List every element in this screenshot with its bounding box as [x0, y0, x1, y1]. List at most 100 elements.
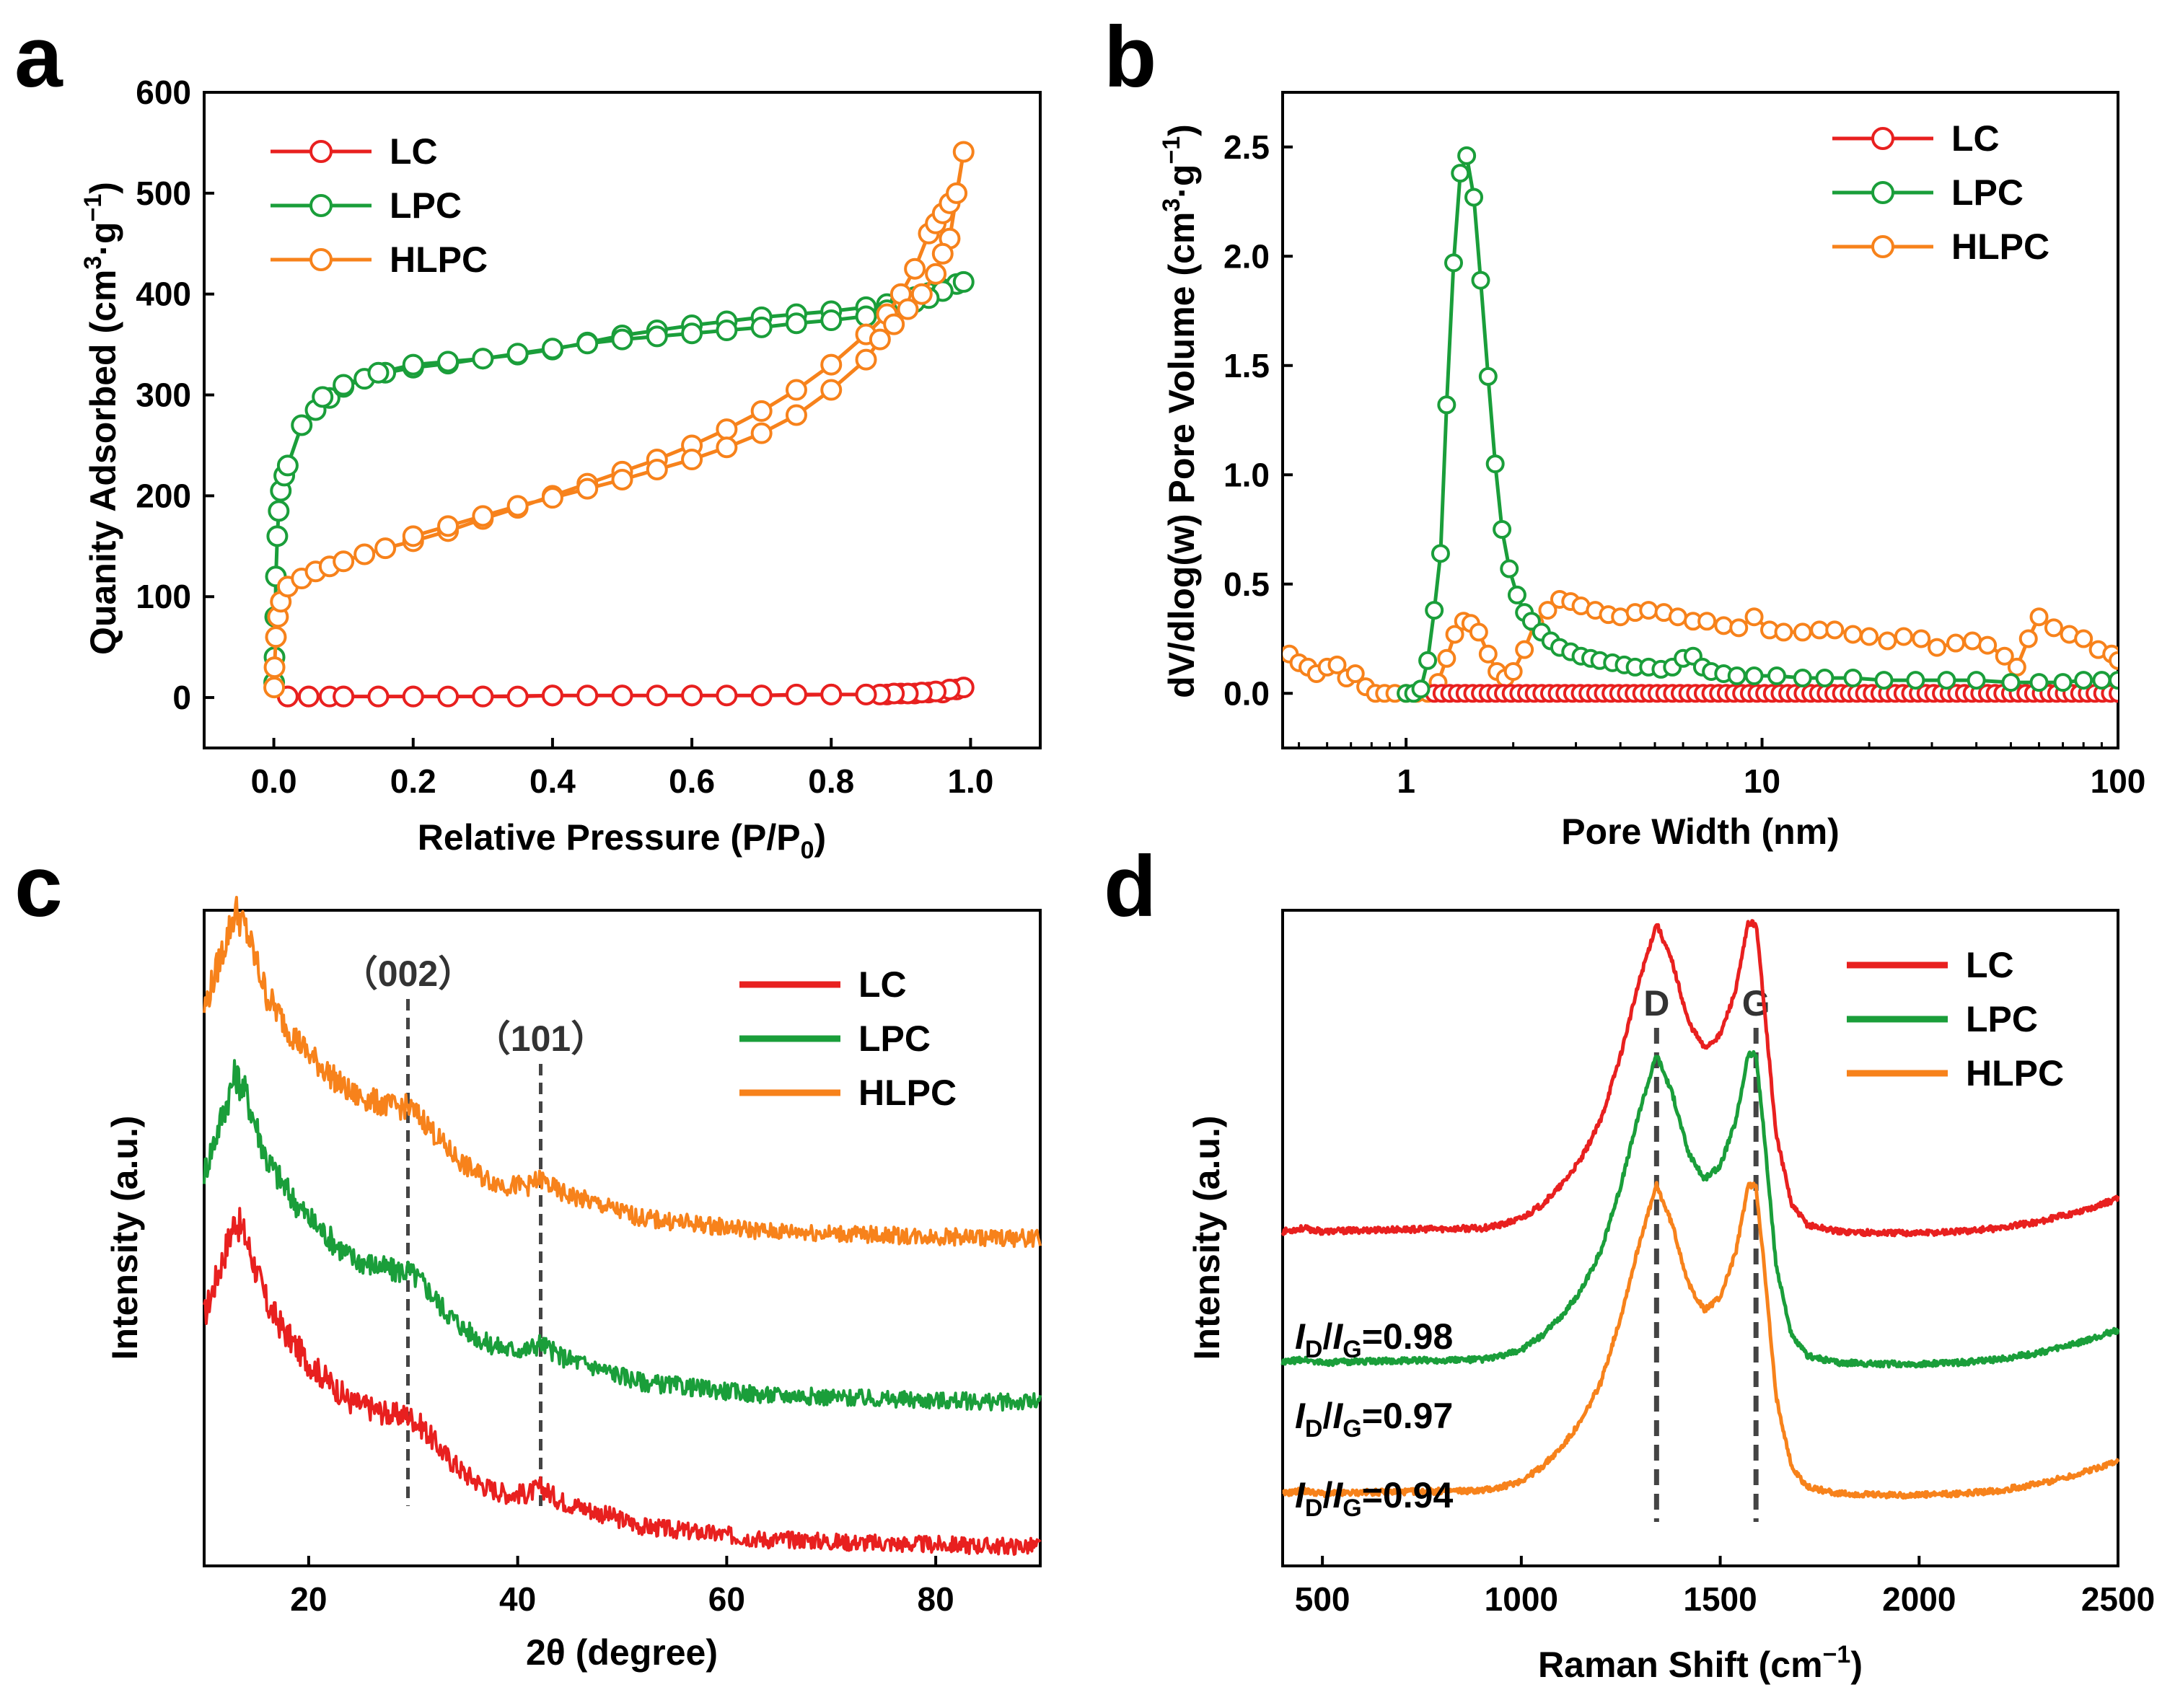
panel-a-y-tick-label: 0 — [172, 679, 191, 716]
panel-b-point-hlpc — [1538, 601, 1557, 620]
panel-b-point-lpc — [1727, 666, 1746, 686]
panel-b-point-lpc — [2109, 671, 2118, 690]
panel-a-legend-label-lc: LC — [390, 131, 438, 172]
panel-a-point-lpc — [333, 374, 355, 396]
panel-b-point-hlpc — [1995, 646, 2014, 666]
panel-a-point-hlpc — [910, 283, 933, 305]
panel-a-point-lpc — [820, 309, 843, 332]
panel-a-point-lpc — [646, 325, 668, 348]
panel-c-x-title: 2θ (degree) — [526, 1632, 718, 1673]
panel-c-legend-label-hlpc: HLPC — [858, 1073, 957, 1113]
panel-d-peak-label: D — [1643, 983, 1669, 1024]
panel-b-legend-label-lpc: LPC — [1951, 172, 2024, 213]
panel-b-point-lpc — [1493, 520, 1512, 539]
panel-a-point-lpc — [291, 414, 313, 436]
panel-a-point-lc — [541, 684, 563, 707]
panel-a-point-hlpc — [716, 418, 738, 441]
panel-b-point-hlpc — [1878, 631, 1897, 651]
panel-a-point-hlpc — [820, 379, 843, 401]
panel-b-point-lpc — [1485, 454, 1505, 474]
panel-a-point-hlpc — [883, 313, 905, 335]
panel-d-ratio-hlpc: ID/IG=0.94 — [1295, 1475, 1453, 1522]
panel-d-line-lpc — [1280, 1049, 2120, 1369]
panel-a-point-hlpc — [925, 263, 947, 285]
panel-b-legend-label-lc: LC — [1951, 118, 2000, 159]
panel-d-x-tick-label: 2500 — [2081, 1580, 2155, 1618]
panel-d-ratio-lc: ID/IG=0.98 — [1295, 1316, 1453, 1363]
panel-c-x-tick-label: 20 — [290, 1580, 327, 1618]
panel-a-point-lc — [820, 683, 843, 705]
panel-a-point-hlpc — [681, 449, 703, 471]
panel-a-point-lc — [333, 685, 355, 708]
panel-b-point-hlpc — [1793, 622, 1812, 642]
panel-a-point-hlpc — [333, 550, 355, 573]
panel-a-point-hlpc — [931, 242, 954, 265]
panel-d-x-tick-label: 1000 — [1485, 1580, 1558, 1618]
panel-c-line-hlpc — [203, 895, 1042, 1249]
panel-a-point-hlpc — [750, 400, 773, 422]
panel-b-point-lpc — [1437, 395, 1456, 415]
panel-b-legend-marker-lc — [1871, 127, 1894, 150]
panel-a-point-lc — [437, 685, 460, 708]
panel-b-y-tick-label: 0.0 — [1223, 674, 1270, 712]
panel-c-line-lpc — [203, 1059, 1042, 1412]
panel-a-point-lpc — [402, 353, 424, 376]
panel-b-point-hlpc — [1503, 661, 1523, 681]
panel-a-point-hlpc — [353, 543, 376, 565]
panel-a-point-hlpc — [541, 487, 563, 509]
panel-a-point-hlpc — [576, 477, 599, 500]
panel-b-x-title: Pore Width (nm) — [1561, 811, 1840, 852]
panel-a-point-lc — [681, 684, 703, 707]
panel-d-legend-label-hlpc: HLPC — [1966, 1053, 2064, 1093]
panel-a-point-hlpc — [402, 525, 424, 547]
panel-c-legend: LC LPC HLPC — [739, 964, 957, 1113]
panel-b-x-tick-label: 1 — [1397, 762, 1415, 800]
panel-a-line-hlpc — [272, 150, 966, 688]
panel-a-point-hlpc — [472, 505, 494, 527]
panel-a-series — [263, 141, 975, 708]
panel-b-point-hlpc — [2007, 657, 2026, 677]
panel-a-legend-marker-hlpc — [309, 248, 333, 271]
panel-c-legend-label-lpc: LPC — [858, 1018, 931, 1059]
panel-d-x-title: Raman Shift (cm−1) — [1538, 1641, 1863, 1685]
panel-b-point-hlpc — [1978, 635, 1998, 655]
panel-a-point-hlpc — [716, 436, 738, 459]
panel-b-point-lpc — [1444, 253, 1464, 273]
panel-c-chart: 20 40 60 80 （002）（101） LC LPC HLPC 2θ (degree… — [105, 895, 1042, 1673]
panel-a-x-tick-label: 0.6 — [669, 762, 715, 800]
panel-b-point-lpc — [1471, 270, 1490, 290]
panel-b-point-hlpc — [2109, 651, 2118, 670]
panel-d-ticks: 500 1000 1500 2000 2500 — [1295, 1556, 2155, 1618]
panel-a-point-lpc — [266, 525, 289, 547]
panel-a-y-tick-label: 300 — [136, 377, 191, 414]
panel-d-line-hlpc — [1281, 1181, 2120, 1500]
panel-b-point-lpc — [1418, 651, 1438, 670]
panel-d-legend-label-lc: LC — [1966, 945, 2014, 985]
panel-a-point-lc — [506, 685, 529, 708]
panel-b-series-lpc — [1397, 146, 2118, 703]
panel-b-series — [1283, 146, 2118, 703]
panel-b-point-hlpc — [1469, 622, 1488, 642]
panel-b-point-lpc — [1967, 671, 1986, 690]
panel-a-y-tick-label: 400 — [136, 276, 191, 313]
panel-a-point-hlpc — [855, 348, 877, 371]
panel-b-point-lpc — [1843, 669, 1863, 688]
panel-b-point-hlpc — [1894, 627, 1913, 646]
panel-letter-a: a — [14, 9, 63, 105]
panel-a-x-tick-label: 0.0 — [251, 762, 297, 800]
panel-b-x-tick-label: 100 — [2091, 762, 2146, 800]
panel-a-point-lpc — [312, 386, 334, 408]
panel-a-point-hlpc — [263, 656, 286, 679]
panel-a-x-tick-label: 1.0 — [947, 762, 993, 800]
panel-a-point-hlpc — [646, 459, 668, 481]
panel-b-point-hlpc — [1668, 607, 1687, 627]
panel-b-point-hlpc — [1912, 629, 1931, 648]
panel-d-x-tick-label: 1500 — [1683, 1580, 1757, 1618]
panel-a-point-lpc — [611, 328, 633, 351]
panel-d-legend-label-lpc: LPC — [1966, 999, 2038, 1039]
panel-a-point-lpc — [437, 351, 460, 373]
panel-b-point-lpc — [1425, 601, 1444, 620]
panel-b-point-hlpc — [1327, 655, 1347, 674]
panel-a-y-tick-label: 100 — [136, 578, 191, 615]
